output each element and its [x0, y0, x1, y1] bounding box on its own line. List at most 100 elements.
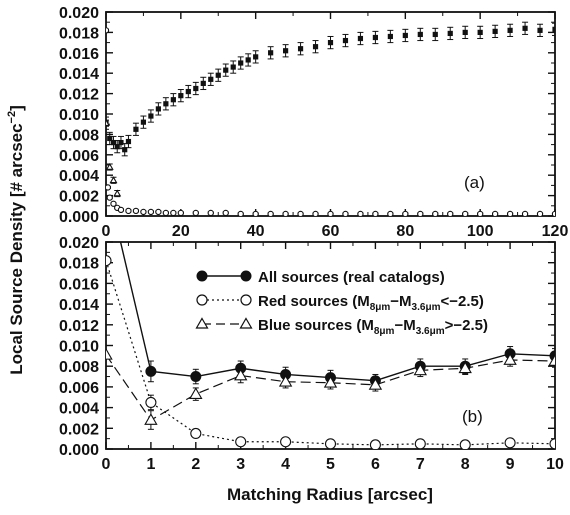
data-point-open-circle [504, 437, 516, 449]
data-point-open-circle [459, 439, 471, 449]
data-point-square [125, 138, 132, 145]
panel-b-lines [106, 242, 555, 446]
data-point-open-circle [369, 439, 381, 449]
data-point-open-triangle [113, 189, 122, 197]
y-tick-label: 0.012 [59, 318, 99, 335]
data-point-open-circle [280, 436, 292, 448]
data-point-open-circle [342, 210, 349, 216]
data-point-square [215, 72, 221, 78]
x-tick-label: 0 [102, 223, 111, 240]
series-line-open-triangle [106, 354, 555, 421]
data-point-open-circle [282, 210, 289, 216]
data-point-open-circle [432, 210, 439, 216]
data-point-square [417, 31, 423, 38]
data-point-open-circle [207, 209, 214, 216]
y-tick-label: 0.020 [59, 5, 99, 22]
legend-label-blue: Blue sources (M8μm−M3.6μm>−2.5) [258, 317, 488, 337]
data-point-square [268, 50, 274, 56]
y-tick-label: 0.018 [59, 25, 99, 42]
legend: All sources (real catalogs) Red sources … [195, 269, 488, 337]
data-point-square [178, 93, 184, 99]
data-point-square [238, 60, 244, 66]
data-point-square [447, 30, 453, 37]
data-point-square [283, 48, 289, 54]
data-point-open-triangle [106, 119, 110, 126]
legend-marker-open-triangle-end [239, 317, 253, 329]
data-point-square [357, 35, 364, 42]
data-point-open-circle [147, 208, 155, 216]
data-point-square [133, 126, 139, 132]
panel-a-tag: (a) [464, 173, 485, 192]
data-point-square [372, 34, 378, 41]
y-tick-label: 0.004 [59, 168, 99, 185]
x-tick-label: 9 [506, 456, 515, 473]
x-tick-label: 0 [102, 456, 111, 473]
x-tick-label: 20 [172, 223, 190, 240]
data-point-open-circle [387, 210, 394, 216]
data-point-square [118, 139, 124, 146]
data-point-square [193, 85, 199, 92]
data-point-square [537, 27, 543, 33]
y-tick-label: 0.000 [59, 442, 99, 459]
y-tick-label: 0.020 [59, 235, 99, 252]
panel-a-ticks [105, 11, 556, 217]
data-point-open-circle [177, 209, 184, 216]
data-point-square [122, 147, 128, 153]
x-tick-label: 60 [322, 223, 340, 240]
y-tick-label: 0.008 [59, 127, 99, 144]
data-point-square [200, 80, 206, 86]
data-point-open-circle [125, 207, 132, 215]
y-tick-label: 0.006 [59, 380, 99, 397]
x-axis-label: Matching Radius [arcsec] [227, 485, 433, 504]
y-tick-label: 0.014 [59, 66, 99, 83]
data-point-open-triangle [106, 347, 113, 360]
data-point-open-circle [372, 210, 379, 216]
x-tick-label: 120 [542, 223, 569, 240]
data-point-square [327, 40, 334, 46]
x-tick-label: 8 [461, 456, 470, 473]
x-tick-label: 100 [467, 223, 494, 240]
y-tick-label: 0.006 [59, 148, 99, 165]
data-point-open-circle [235, 436, 247, 448]
data-point-square [245, 57, 251, 63]
data-point-open-circle [170, 209, 177, 216]
data-point-open-triangle [413, 363, 427, 376]
data-point-square [223, 67, 229, 73]
data-point-open-triangle [458, 361, 472, 374]
data-point-open-triangle [503, 353, 517, 365]
panel-a: 0.000 0.002 0.004 0.006 0.008 0.010 0.012 0.014… [59, 5, 568, 240]
legend-entry-red: Red sources (M8μm−M3.6μm<−2.5) [196, 293, 484, 313]
data-point-open-triangle [144, 413, 158, 425]
data-point-open-triangle [323, 375, 338, 388]
data-point-open-circle [106, 184, 112, 191]
y-tick-label: 0.010 [59, 107, 99, 124]
data-point-square [107, 135, 113, 142]
data-point-open-circle [110, 200, 117, 207]
data-point-square [208, 76, 214, 82]
data-point-open-triangle [278, 374, 293, 387]
x-tick-label: 40 [247, 223, 265, 240]
x-tick-label: 1 [146, 456, 155, 473]
data-point-open-circle [106, 27, 110, 34]
y-tick-label: 0.004 [59, 401, 99, 418]
data-point-square [230, 64, 236, 70]
data-point-filled-circle [190, 371, 202, 383]
panel-a-y-tick-labels: 0.000 0.002 0.004 0.006 0.008 0.010 0.012 0.014… [59, 5, 99, 226]
data-point-square [387, 33, 393, 40]
data-point-square [163, 101, 169, 107]
data-point-open-circle [312, 210, 319, 216]
data-point-open-circle [192, 209, 199, 216]
legend-entry-blue: Blue sources (M8μm−M3.6μm>−2.5) [195, 317, 488, 337]
data-point-open-triangle [548, 354, 555, 366]
data-point-open-circle [140, 208, 147, 216]
data-point-square [170, 97, 176, 103]
data-point-open-circle [222, 209, 229, 216]
y-tick-label: 0.000 [59, 209, 99, 226]
panel-b: 0.000 0.002 0.004 0.006 0.008 0.010 0.012 0.014… [59, 235, 564, 473]
data-point-square [155, 106, 161, 112]
data-point-square [507, 27, 513, 33]
data-point-open-triangle [368, 377, 383, 390]
panel-a-x-tick-labels: 0 20 40 60 80 100 120 [102, 223, 569, 240]
data-point-open-circle [477, 210, 484, 216]
